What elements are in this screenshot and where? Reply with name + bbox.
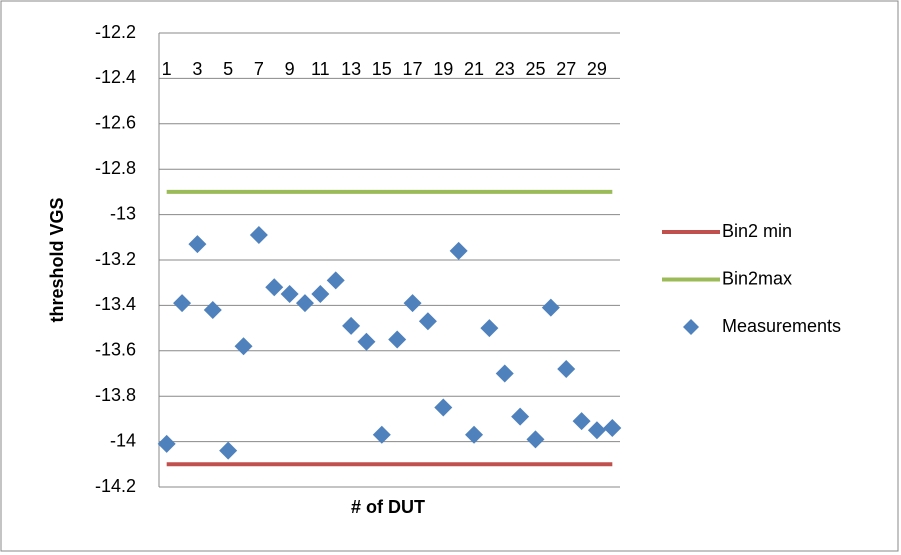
x-tick-label: 11 bbox=[311, 59, 330, 79]
y-tick-label: -13.6 bbox=[95, 340, 136, 360]
data-point bbox=[587, 421, 606, 440]
data-point bbox=[295, 294, 314, 313]
data-point bbox=[465, 425, 484, 444]
data-point bbox=[557, 359, 576, 378]
data-point bbox=[249, 226, 268, 245]
data-point bbox=[418, 312, 437, 331]
x-axis-title: # of DUT bbox=[351, 497, 425, 517]
data-point bbox=[434, 398, 453, 417]
data-point bbox=[280, 285, 299, 304]
x-tick-label: 7 bbox=[254, 59, 264, 79]
data-point bbox=[188, 235, 207, 254]
data-point bbox=[603, 418, 622, 437]
data-point bbox=[449, 241, 468, 260]
data-point bbox=[572, 412, 591, 431]
y-tick-label: -12.4 bbox=[95, 67, 136, 87]
y-axis-title: threshold VGS bbox=[47, 197, 67, 322]
y-tick-label: -12.2 bbox=[95, 22, 136, 42]
legend-label: Measurements bbox=[722, 316, 841, 336]
data-point bbox=[357, 332, 376, 351]
data-point bbox=[219, 441, 238, 460]
x-tick-label: 9 bbox=[285, 59, 295, 79]
data-point bbox=[265, 278, 284, 297]
y-tick-label: -12.6 bbox=[95, 113, 136, 133]
x-tick-label: 29 bbox=[587, 59, 607, 79]
x-tick-label: 13 bbox=[341, 59, 361, 79]
x-tick-label: 27 bbox=[556, 59, 576, 79]
y-tick-label: -13.2 bbox=[95, 249, 136, 269]
y-tick-label: -13.4 bbox=[95, 294, 136, 314]
y-tick-label: -14.2 bbox=[95, 476, 136, 496]
y-tick-label: -13 bbox=[110, 203, 136, 223]
data-point bbox=[311, 285, 330, 304]
data-point bbox=[234, 337, 253, 356]
x-tick-label: 1 bbox=[162, 59, 172, 79]
data-point bbox=[495, 364, 514, 383]
x-tick-label: 21 bbox=[464, 59, 484, 79]
x-tick-label: 23 bbox=[495, 59, 515, 79]
x-tick-label: 3 bbox=[192, 59, 202, 79]
data-point bbox=[388, 330, 407, 349]
y-tick-label: -13.8 bbox=[95, 385, 136, 405]
data-point bbox=[372, 425, 391, 444]
data-point bbox=[203, 300, 222, 319]
legend-label: Bin2max bbox=[722, 268, 792, 288]
legend-label: Bin2 min bbox=[722, 221, 792, 241]
y-tick-label: -12.8 bbox=[95, 158, 136, 178]
data-point bbox=[173, 294, 192, 313]
y-tick-label: -14 bbox=[110, 430, 136, 450]
data-point bbox=[480, 319, 499, 338]
data-point bbox=[511, 407, 530, 426]
x-tick-label: 15 bbox=[372, 59, 392, 79]
legend-swatch bbox=[683, 319, 699, 335]
data-point bbox=[157, 434, 176, 453]
x-tick-label: 5 bbox=[223, 59, 233, 79]
x-tick-label: 17 bbox=[403, 59, 423, 79]
data-point bbox=[326, 271, 345, 290]
data-point bbox=[526, 430, 545, 449]
data-point bbox=[342, 316, 361, 335]
data-point bbox=[403, 294, 422, 313]
x-tick-label: 19 bbox=[433, 59, 453, 79]
x-tick-label: 25 bbox=[525, 59, 545, 79]
data-point bbox=[541, 298, 560, 317]
